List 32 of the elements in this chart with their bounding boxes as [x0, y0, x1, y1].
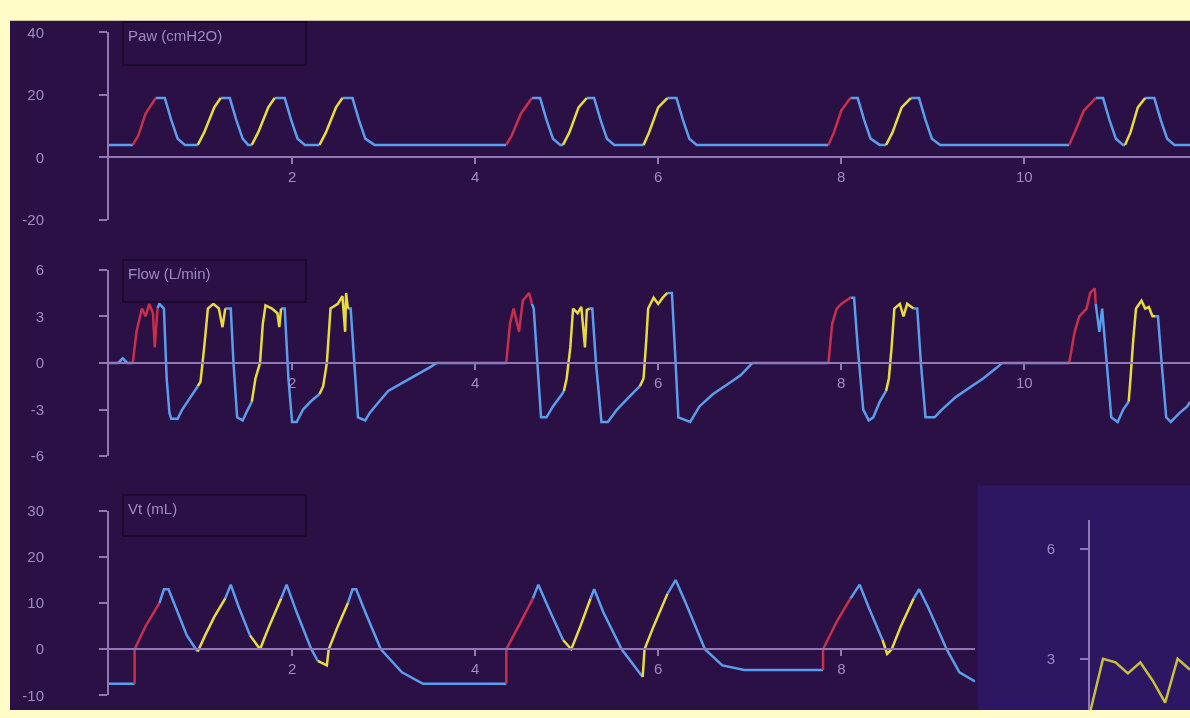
y-tick-label: 10 [27, 594, 44, 612]
x-tick-label: 6 [654, 660, 663, 678]
y-tick-label: 0 [35, 354, 44, 372]
y-tick-label: 20 [27, 86, 44, 104]
y-tick-label: 30 [27, 502, 44, 520]
x-tick-label: 8 [837, 373, 846, 391]
y-tick-label: 3 [35, 307, 44, 325]
x-tick-label: 4 [470, 373, 480, 391]
chart-title: Paw (cmH2O) [128, 27, 223, 44]
x-tick-label: 8 [837, 168, 846, 186]
x-tick-label: 6 [654, 168, 663, 186]
x-tick-label: 4 [471, 660, 480, 678]
x-tick-label: 8 [837, 660, 846, 678]
y-tick-label: 0 [35, 148, 44, 166]
line-series [1090, 657, 1190, 710]
x-tick-label: 10 [1015, 168, 1033, 186]
x-tick-label: 6 [654, 373, 663, 391]
y-tick-label: -20 [22, 211, 44, 229]
chart-title: Vt (mL) [128, 500, 178, 517]
y-tick-label: 20 [27, 548, 44, 566]
x-tick-label: 4 [470, 168, 480, 186]
x-tick-label: 2 [287, 660, 297, 678]
y-tick-label: -10 [22, 686, 44, 704]
y-tick-label: 0 [35, 640, 44, 658]
x-tick-label: 10 [1015, 373, 1033, 391]
y-tick-label: -6 [30, 447, 44, 465]
y-tick-label: 6 [35, 260, 44, 278]
y-tick-label: 40 [27, 23, 44, 41]
x-tick-label: 2 [287, 168, 297, 186]
y-tick-label: 3 [1046, 650, 1055, 667]
y-tick-label: -3 [30, 400, 44, 418]
chart-title: Flow (L/min) [128, 265, 211, 282]
